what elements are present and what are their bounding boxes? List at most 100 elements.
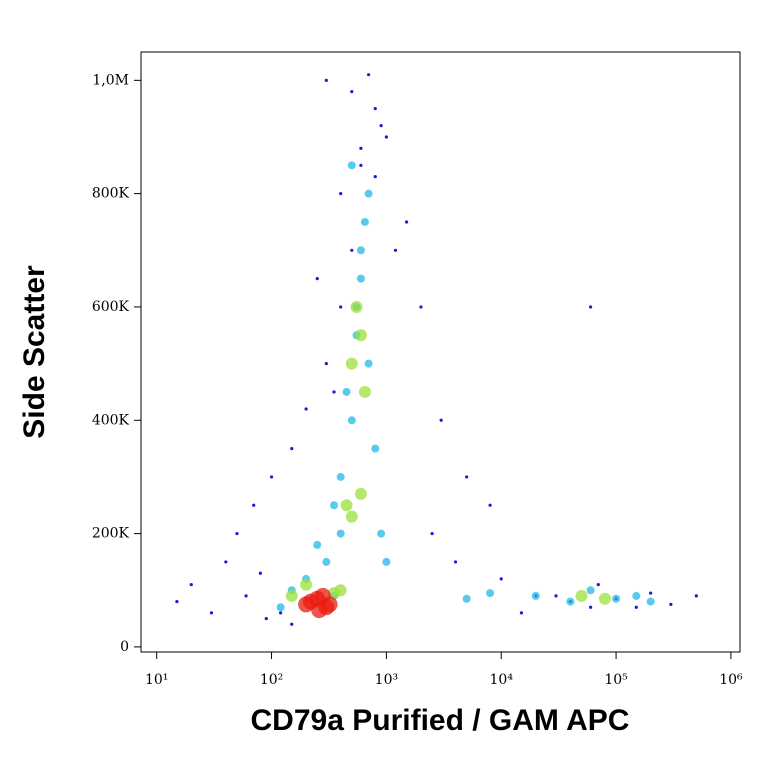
density-point [330, 501, 339, 510]
density-point [269, 475, 274, 479]
density-point [350, 300, 363, 313]
density-point [345, 510, 358, 523]
density-point [586, 586, 595, 595]
density-point [339, 192, 343, 196]
density-point [359, 146, 363, 150]
density-point [224, 560, 228, 564]
density-point [276, 603, 285, 612]
density-point [315, 277, 319, 281]
density-point [373, 175, 377, 179]
density-point [356, 274, 365, 283]
density-point [566, 597, 575, 606]
y-tick-label: 200K [92, 526, 130, 542]
density-point [499, 577, 503, 581]
density-point [300, 578, 313, 591]
y-axis-title: Side Scatter [18, 265, 51, 439]
density-point [354, 329, 367, 342]
density-point [419, 305, 423, 309]
plot-frame [140, 51, 741, 653]
density-point [354, 487, 367, 500]
density-point [373, 107, 377, 111]
density-point [382, 557, 391, 566]
y-tick-label: 600K [92, 299, 130, 315]
density-point [350, 248, 354, 252]
density-point [439, 418, 443, 422]
density-point [632, 591, 641, 600]
density-point [364, 189, 373, 198]
density-point [328, 587, 341, 600]
x-tick-label: 10⁵ [604, 672, 628, 688]
density-point [646, 597, 655, 606]
density-point [324, 362, 328, 366]
density-point [488, 503, 492, 507]
x-tick-label: 10⁶ [719, 672, 743, 688]
x-tick-label: 10⁴ [490, 672, 514, 688]
density-point [588, 305, 593, 309]
density-point [235, 531, 239, 536]
density-point [340, 499, 353, 512]
density-point [290, 622, 294, 626]
y-tick-label: 1,0M [92, 72, 129, 88]
y-tick-label: 0 [120, 639, 129, 655]
density-point [279, 611, 283, 615]
density-point [304, 407, 308, 411]
density-point [371, 444, 380, 453]
density-point [554, 594, 558, 598]
density-point [379, 124, 383, 128]
density-point [453, 560, 458, 564]
x-tick-label: 10¹ [145, 672, 168, 688]
x-tick-label: 10² [260, 672, 283, 688]
density-point [359, 163, 363, 167]
density-point [575, 589, 588, 602]
density-point [290, 447, 294, 451]
density-point [311, 602, 328, 619]
density-point [430, 531, 434, 536]
density-point [342, 387, 351, 396]
density-point [356, 246, 365, 255]
density-point [465, 475, 469, 479]
x-axis-title: CD79a Purified / GAM APC [251, 704, 630, 737]
density-point [462, 594, 471, 603]
density-point [596, 582, 600, 587]
density-point [366, 73, 371, 77]
density-point [588, 605, 593, 609]
density-point [612, 594, 621, 603]
y-tick-label: 400K [92, 412, 130, 428]
density-point [669, 602, 673, 607]
density-point [322, 557, 331, 566]
density-point [598, 592, 611, 605]
density-point [258, 571, 263, 575]
density-point [519, 611, 524, 615]
density-point [350, 90, 354, 94]
density-point [347, 161, 356, 170]
density-point [360, 217, 369, 226]
density-point [345, 357, 358, 370]
density-point [336, 529, 345, 538]
density-point [364, 359, 373, 368]
density-point [358, 385, 371, 398]
x-tick-label: 10³ [375, 672, 398, 688]
density-point [264, 616, 268, 621]
density-point [384, 135, 388, 139]
density-point [285, 589, 298, 602]
density-point [393, 248, 398, 252]
density-point [332, 390, 336, 394]
density-point [649, 591, 653, 595]
density-point [189, 582, 193, 587]
density-point [252, 503, 256, 507]
y-tick-label: 800K [92, 186, 130, 202]
density-point [531, 591, 540, 600]
density-point [324, 78, 328, 82]
density-point [634, 605, 638, 609]
density-point [209, 611, 214, 615]
density-point [244, 594, 248, 598]
density-point [339, 305, 343, 309]
density-point [486, 589, 495, 598]
density-point [313, 540, 322, 549]
density-point [694, 594, 698, 598]
density-point [347, 416, 356, 425]
density-point [377, 529, 386, 538]
density-point [405, 220, 409, 224]
density-point [336, 472, 345, 481]
